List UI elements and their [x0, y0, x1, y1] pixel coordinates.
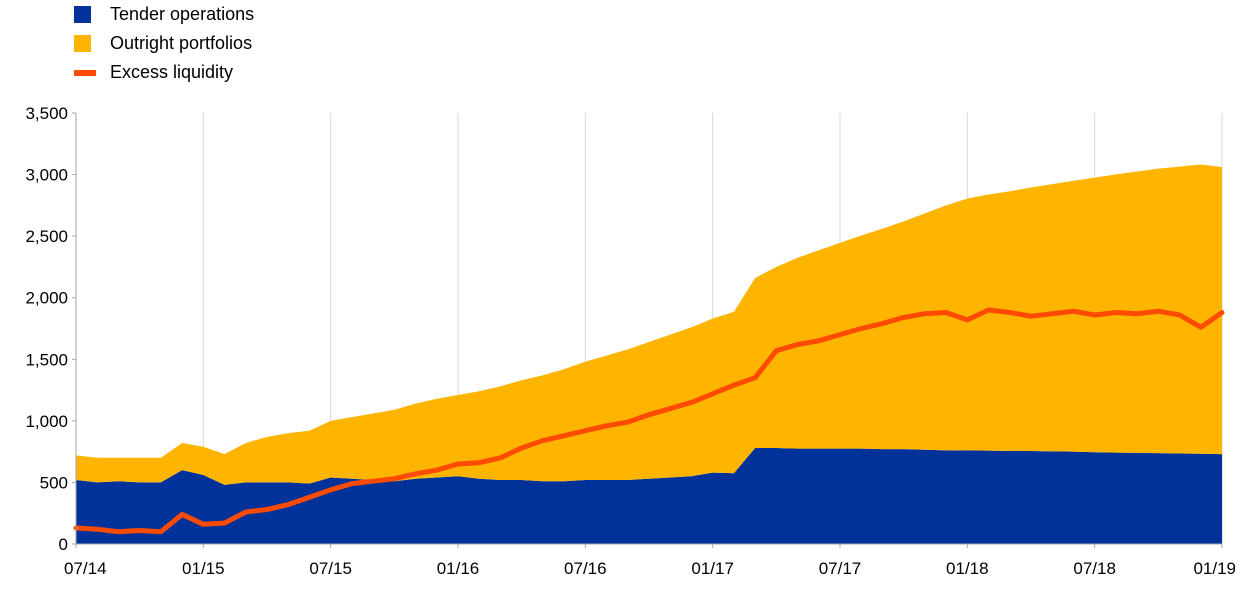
x-tick-label: 01/15: [182, 559, 225, 578]
x-tick-label: 07/15: [309, 559, 352, 578]
x-tick-label: 07/17: [819, 559, 862, 578]
legend-label: Outright portfolios: [110, 33, 253, 53]
legend-swatch-outright-portfolios: [74, 35, 91, 52]
x-tick-label: 07/14: [64, 559, 107, 578]
x-tick-label: 01/18: [946, 559, 989, 578]
y-tick-label: 500: [40, 473, 68, 492]
legend: Tender operations Outright portfolios Ex…: [74, 0, 254, 87]
y-tick-label: 0: [59, 535, 68, 554]
legend-item-excess-liquidity: Excess liquidity: [74, 58, 254, 87]
y-tick-label: 3,000: [25, 166, 68, 185]
series-areas: [76, 164, 1222, 544]
y-axis-ticks: 0 500 1,000 1,500 2,000 2,500 3,000 3,500: [25, 104, 76, 554]
legend-swatch-tender-operations: [74, 6, 91, 23]
x-axis-ticks: 07/14 01/15 07/15 01/16 07/16 01/17 07/17 01/18…: [64, 544, 1236, 578]
y-tick-label: 3,500: [25, 104, 68, 123]
line-excess-liquidity: [73, 307, 1225, 535]
legend-label: Excess liquidity: [110, 62, 234, 82]
area-outright-portfolios: [76, 164, 1222, 485]
x-tick-label: 01/17: [691, 559, 734, 578]
y-tick-label: 2,000: [25, 289, 68, 308]
series-lines: [73, 307, 1225, 535]
legend-item-tender-operations: Tender operations: [74, 0, 254, 29]
y-tick-label: 1,500: [25, 350, 68, 369]
y-tick-label: 2,500: [25, 227, 68, 246]
legend-label: Tender operations: [110, 4, 255, 24]
x-tick-label: 07/18: [1073, 559, 1116, 578]
x-tick-label: 01/16: [437, 559, 480, 578]
x-tick-label: 07/16: [564, 559, 607, 578]
x-tick-label: 01/19: [1193, 559, 1236, 578]
legend-swatch-excess-liquidity: [74, 69, 96, 76]
area-tender-operations: [76, 447, 1222, 544]
axes: [75, 113, 1222, 545]
legend-item-outright-portfolios: Outright portfolios: [74, 29, 254, 58]
y-tick-label: 1,000: [25, 412, 68, 431]
